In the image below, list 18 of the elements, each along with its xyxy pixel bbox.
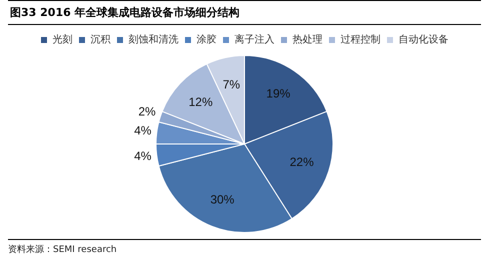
data-label: 19% [266, 86, 291, 101]
data-label: 2% [138, 104, 156, 119]
legend-label: 涂胶 [196, 34, 216, 46]
legend-label: 刻蚀和清洗 [128, 34, 178, 46]
legend-label: 自动化设备 [398, 34, 448, 46]
data-label: 7% [222, 78, 240, 92]
legend-label: 离子注入 [234, 34, 274, 46]
data-label: 4% [134, 123, 152, 138]
legend-label: 过程控制 [340, 34, 380, 46]
data-label: 22% [290, 154, 314, 169]
legend-label: 光刻 [52, 34, 72, 46]
data-label: 4% [134, 149, 152, 164]
data-label: 12% [188, 95, 213, 110]
chart-title: 图33 2016 年全球集成电路设备市场细分结构 [8, 0, 481, 25]
text: 资料来源：SEMI research [8, 244, 118, 256]
legend-label: 沉积 [90, 34, 110, 46]
legend-label: 热处理 [292, 34, 322, 46]
data-label: 30% [210, 192, 235, 206]
